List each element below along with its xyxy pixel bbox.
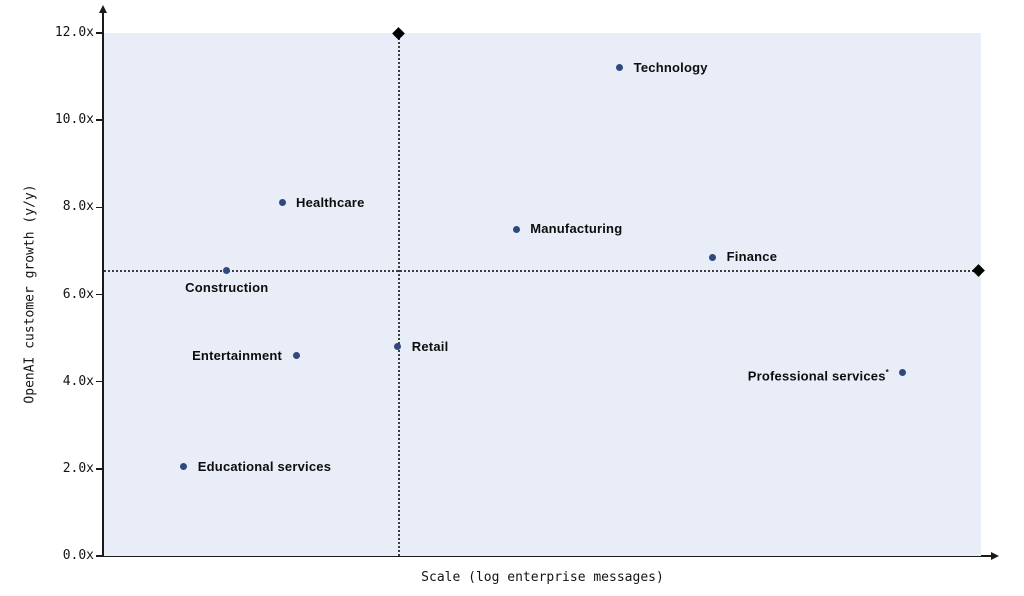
y-tick-mark [96, 293, 103, 296]
vertical-reference-line [397, 34, 400, 556]
x-axis-line [103, 555, 992, 557]
plot-area: Technology Healthcare Manufacturing Finance… [104, 26, 985, 556]
point-construction [223, 267, 231, 275]
y-tick-label-2.0x: 2.0x [62, 460, 94, 476]
y-tick-label-6.0x: 6.0x [62, 286, 94, 302]
top-diamond-marker [392, 26, 406, 40]
y-tick-label-0.0x: 0.0x [62, 548, 94, 563]
footnote-marker: * [885, 367, 889, 377]
x-axis-title: Scale (log enterprise messages) [421, 570, 664, 585]
point-label-entertainment: Entertainment [192, 347, 283, 363]
y-tick-label-12.0x: 12.0x [54, 25, 94, 40]
point-label-technology: Technology [633, 59, 708, 75]
point-label-retail: Retail [411, 338, 449, 354]
point-label-construction: Construction [185, 279, 269, 295]
point-label-educational-services: Educational services [197, 458, 332, 474]
point-label-healthcare: Healthcare [296, 194, 365, 210]
y-tick-label-8.0x: 8.0x [62, 199, 94, 215]
y-tick-mark [96, 380, 103, 383]
point-educational-services [180, 463, 188, 471]
y-axis-arrow-icon [99, 5, 107, 13]
point-label-finance: Finance [726, 249, 778, 265]
point-finance [709, 253, 717, 261]
point-retail [394, 343, 402, 351]
y-tick-mark [96, 468, 103, 470]
y-tick-mark [96, 119, 103, 121]
y-tick-mark [96, 555, 103, 557]
point-entertainment [292, 352, 300, 360]
y-axis-line [102, 12, 104, 556]
point-label-manufacturing: Manufacturing [530, 221, 623, 237]
horizontal-reference-line [104, 269, 978, 272]
y-tick-mark [96, 206, 103, 209]
point-healthcare [278, 199, 286, 207]
x-axis-arrow-icon [991, 552, 999, 560]
y-tick-mark [96, 32, 103, 34]
point-manufacturing [512, 225, 520, 233]
point-label-professional-services: Professional services* [747, 367, 889, 384]
right-diamond-marker [971, 264, 985, 277]
point-technology [616, 64, 624, 72]
y-tick-label-4.0x: 4.0x [62, 373, 94, 389]
point-professional-services [899, 369, 907, 377]
y-tick-label-10.0x: 10.0x [54, 112, 94, 128]
y-axis-title: OpenAI customer growth (y/y) [22, 184, 38, 404]
